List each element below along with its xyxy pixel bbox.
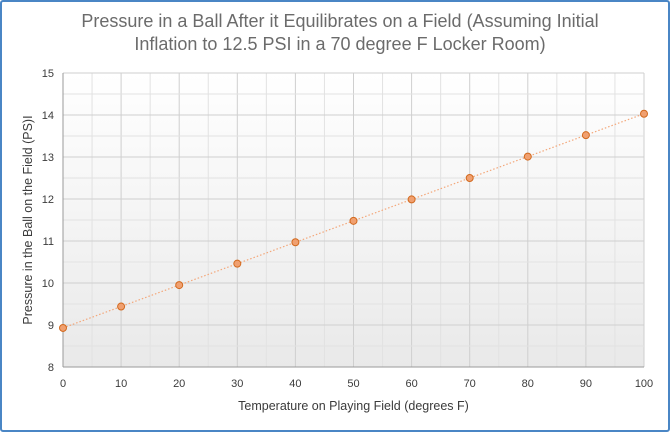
data-point — [640, 109, 648, 118]
x-tick-label: 60 — [405, 378, 417, 390]
x-tick-label: 100 — [635, 378, 653, 390]
x-tick-label: 30 — [231, 378, 243, 390]
tick-labels: 0 10 20 30 40 50 60 70 80 90 100 8 9 10 11 12 13 14 15 — [42, 68, 653, 390]
x-tick-label: 50 — [347, 378, 359, 390]
x-tick-label: 80 — [522, 378, 534, 390]
x-tick-label: 90 — [580, 378, 592, 390]
data-point — [175, 281, 184, 290]
y-tick-label: 12 — [42, 194, 54, 206]
x-tick-label: 70 — [464, 378, 476, 390]
data-point — [291, 238, 300, 247]
y-axis-title: Pressure in the Ball on the Field (PS)I — [21, 115, 35, 324]
data-point — [581, 131, 590, 140]
data-point — [349, 216, 358, 225]
y-tick-label: 13 — [42, 152, 54, 164]
data-point — [407, 195, 416, 204]
data-point — [523, 152, 532, 161]
x-tick-label: 10 — [115, 378, 127, 390]
x-tick-label: 40 — [289, 378, 301, 390]
chart-title: Pressure in a Ball After it Equilibrates… — [81, 11, 599, 54]
x-tick-label: 20 — [173, 378, 185, 390]
data-point — [233, 259, 242, 268]
data-point — [59, 323, 67, 332]
y-tick-label: 14 — [42, 110, 54, 122]
y-tick-label: 15 — [42, 68, 54, 80]
data-point — [117, 302, 126, 311]
y-tick-label: 8 — [48, 362, 54, 374]
x-tick-label: 0 — [60, 378, 66, 390]
y-tick-label: 9 — [48, 320, 54, 332]
y-tick-label: 11 — [43, 236, 54, 248]
y-tick-label: 10 — [42, 278, 54, 290]
data-point — [465, 174, 474, 182]
x-axis-title: Temperature on Playing Field (degrees F) — [238, 399, 469, 413]
gridlines — [62, 72, 645, 368]
data-series — [59, 109, 648, 332]
